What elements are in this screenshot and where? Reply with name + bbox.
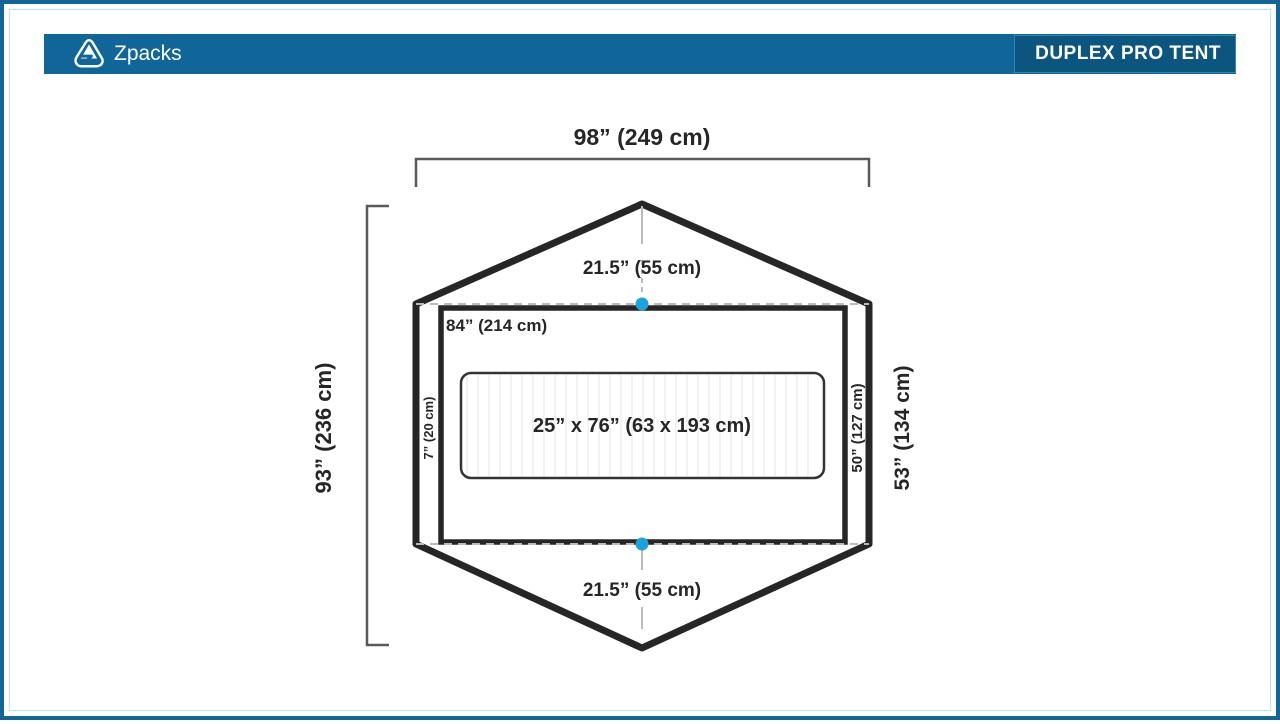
svg-text:25” x 76” (63 x 193 cm): 25” x 76” (63 x 193 cm) (533, 415, 751, 437)
svg-text:53” (134 cm): 53” (134 cm) (891, 366, 914, 491)
svg-text:84” (214 cm): 84” (214 cm) (446, 316, 547, 335)
svg-text:7” (20 cm): 7” (20 cm) (421, 397, 436, 460)
svg-text:50” (127 cm): 50” (127 cm) (849, 383, 866, 472)
svg-text:21.5” (55 cm): 21.5” (55 cm) (583, 258, 701, 279)
svg-text:93” (236 cm): 93” (236 cm) (311, 363, 336, 494)
svg-text:98” (249 cm): 98” (249 cm) (574, 124, 711, 150)
svg-text:21.5” (55 cm): 21.5” (55 cm) (583, 580, 701, 601)
